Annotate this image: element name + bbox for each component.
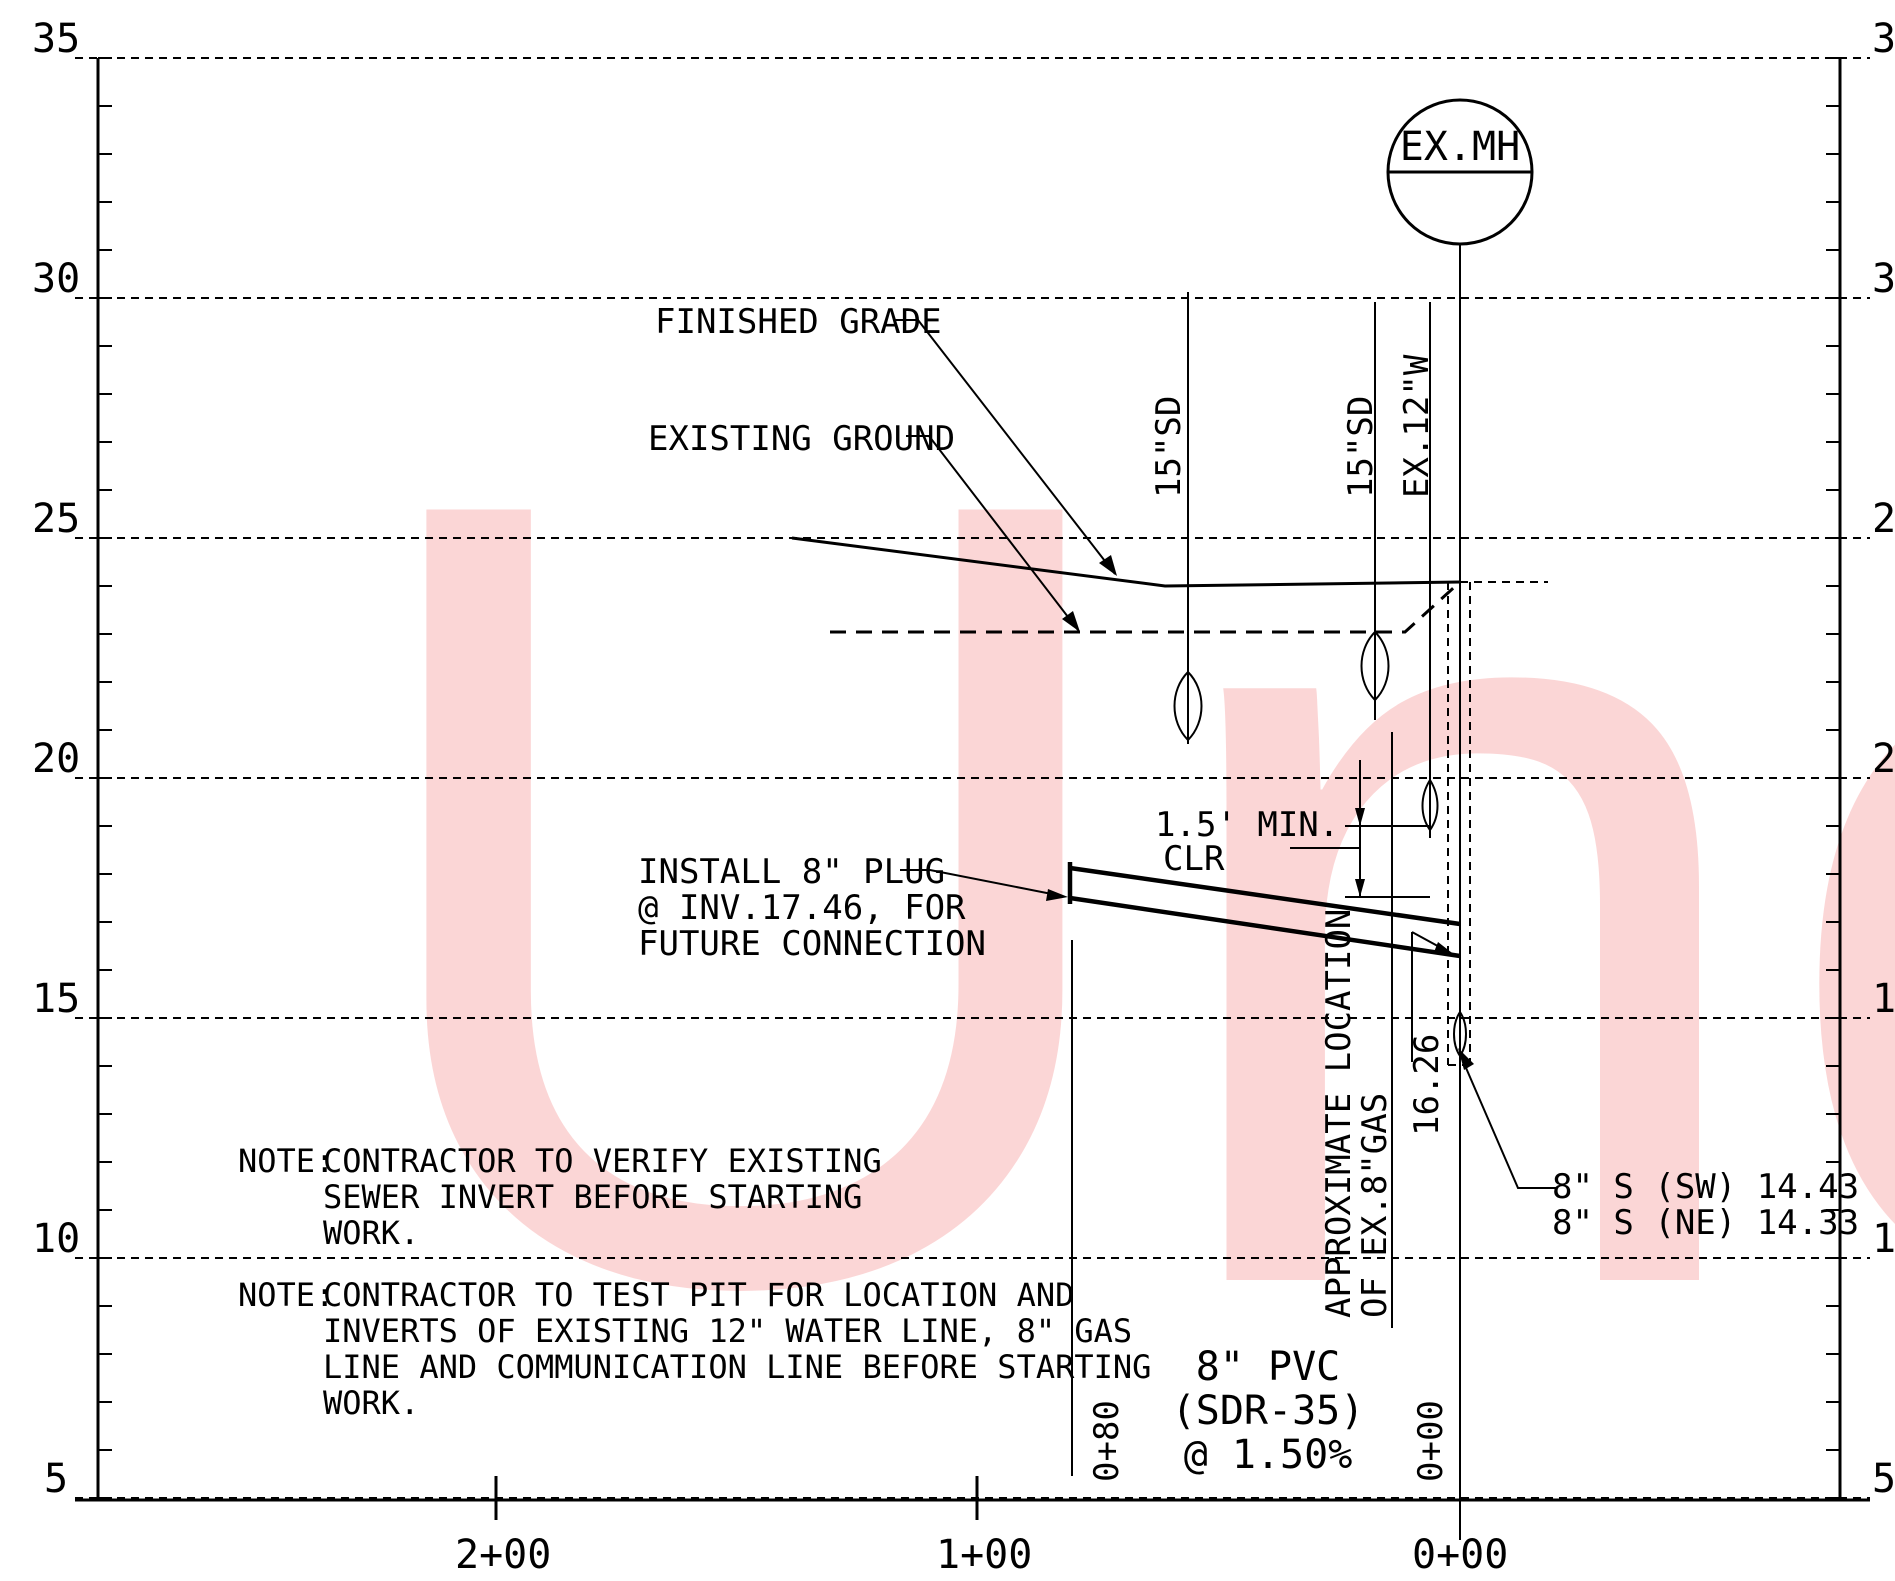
clearance-arrow-top bbox=[1355, 808, 1365, 826]
existing-inverts-callout: 8" S (SW) 14.43 8" S (NE) 14.33 bbox=[1458, 1048, 1859, 1243]
sd1-pipe-ellipse bbox=[1173, 670, 1203, 742]
sd1-label: 15"SD bbox=[1149, 396, 1189, 498]
note-1-prefix: NOTE: bbox=[238, 1142, 334, 1180]
invert-dim-arrow bbox=[1434, 942, 1456, 956]
elevation-grid bbox=[75, 57, 1870, 1499]
inverts-arrowhead bbox=[1458, 1048, 1474, 1070]
note-1-line1: CONTRACTOR TO VERIFY EXISTING bbox=[323, 1142, 882, 1180]
elev-label-10: 10 bbox=[32, 1216, 80, 1262]
plug-label-line3: FUTURE CONNECTION bbox=[638, 924, 986, 964]
invert-dimension: 16.26 bbox=[1407, 931, 1457, 1136]
pipe-spec-line2: (SDR-35) bbox=[1172, 1388, 1365, 1434]
water-label: EX.12"W bbox=[1397, 354, 1437, 498]
note-2-line2: INVERTS OF EXISTING 12" WATER LINE, 8" G… bbox=[323, 1312, 1132, 1350]
water-pipe-ellipse bbox=[1421, 778, 1439, 832]
manhole-label: EX.MH bbox=[1400, 124, 1520, 170]
clearance-dimension: 1.5' MIN. CLR bbox=[1155, 760, 1430, 898]
clearance-label-line1: 1.5' MIN. bbox=[1155, 805, 1339, 845]
pipe-bottom-line bbox=[1069, 895, 1461, 959]
right-elev-label-20: 2 bbox=[1872, 736, 1895, 782]
finished-grade-arrowhead bbox=[1099, 555, 1117, 576]
pipe-top-line bbox=[1069, 865, 1461, 927]
right-elev-label-25: 2 bbox=[1872, 496, 1895, 542]
note-2-line1: CONTRACTOR TO TEST PIT FOR LOCATION AND bbox=[323, 1276, 1074, 1314]
plug-label-line2: @ INV.17.46, FOR bbox=[638, 888, 966, 928]
sd2-pipe-ellipse bbox=[1360, 630, 1390, 702]
right-elev-label-5: 5 bbox=[1872, 1456, 1895, 1502]
note-2-line4: WORK. bbox=[323, 1384, 419, 1422]
existing-ground-label: EXISTING GROUND bbox=[648, 419, 955, 459]
watermark: Unc bbox=[340, 267, 1895, 1518]
existing-ground: EXISTING GROUND bbox=[648, 419, 1462, 634]
note-2-line3: LINE AND COMMUNICATION LINE BEFORE START… bbox=[323, 1348, 1151, 1386]
water-line-crossing: EX.12"W bbox=[1397, 302, 1439, 838]
sd2-label: 15"SD bbox=[1341, 396, 1381, 498]
plug-label-line1: INSTALL 8" PLUG bbox=[638, 852, 945, 892]
pipe-spec: 8" PVC (SDR-35) @ 1.50% bbox=[1172, 1344, 1365, 1478]
finished-grade-label: FINISHED GRADE bbox=[655, 302, 942, 342]
proposed-sewer-pipe: 0+80 bbox=[1067, 862, 1461, 1482]
elev-label-25: 25 bbox=[32, 496, 80, 542]
existing-ground-leader bbox=[906, 435, 1079, 631]
clearance-label-line2: CLR bbox=[1163, 839, 1225, 879]
right-elev-label-30: 3 bbox=[1872, 256, 1895, 302]
pipe-spec-line3: @ 1.50% bbox=[1184, 1432, 1353, 1478]
existing-ground-line bbox=[830, 580, 1462, 634]
inverts-leader bbox=[1459, 1053, 1556, 1189]
elev-label-20: 20 bbox=[32, 736, 80, 782]
station-000-label: 0+00 bbox=[1411, 1400, 1451, 1482]
finished-grade-line bbox=[791, 536, 1461, 588]
existing-ground-arrowhead bbox=[1062, 611, 1080, 632]
right-elev-label-15: 1 bbox=[1872, 976, 1895, 1022]
station-label-200: 2+00 bbox=[455, 1532, 551, 1578]
right-elev-label-35: 3 bbox=[1872, 16, 1895, 62]
note-2: NOTE: CONTRACTOR TO TEST PIT FOR LOCATIO… bbox=[238, 1276, 1151, 1422]
gas-line-crossing: APPROXIMATE LOCATION OF EX.8"GAS bbox=[1319, 732, 1395, 1328]
pipe-spec-line1: 8" PVC bbox=[1196, 1344, 1341, 1390]
elevation-labels-right: 3 3 2 2 1 1 5 bbox=[1872, 16, 1895, 1502]
note-1-line2: SEWER INVERT BEFORE STARTING bbox=[323, 1178, 862, 1216]
finished-grade-leader bbox=[895, 319, 1116, 575]
elev-label-15: 15 bbox=[32, 976, 80, 1022]
note-1-line3: WORK. bbox=[323, 1214, 419, 1252]
storm-drain-crossing-2: 15"SD bbox=[1341, 302, 1390, 720]
elev-label-35: 35 bbox=[32, 16, 80, 62]
plug-callout: INSTALL 8" PLUG @ INV.17.46, FOR FUTURE … bbox=[638, 852, 1068, 964]
clearance-arrow-bottom bbox=[1355, 879, 1365, 897]
finished-grade: FINISHED GRADE bbox=[655, 302, 1548, 588]
station-080-label: 0+80 bbox=[1087, 1400, 1127, 1482]
note-2-prefix: NOTE: bbox=[238, 1276, 334, 1314]
gas-label-line2: OF EX.8"GAS bbox=[1355, 1093, 1395, 1318]
station-000-callout: 0+00 bbox=[1411, 1400, 1451, 1482]
existing-manhole: EX.MH bbox=[1386, 98, 1534, 1540]
plug-leader bbox=[900, 869, 1063, 897]
note-1: NOTE: CONTRACTOR TO VERIFY EXISTING SEWE… bbox=[238, 1142, 882, 1252]
station-label-100: 1+00 bbox=[936, 1532, 1032, 1578]
invert-ne-label: 8" S (NE) 14.33 bbox=[1552, 1203, 1859, 1243]
right-elev-label-10: 1 bbox=[1872, 1216, 1895, 1262]
storm-drain-crossing-1: 15"SD bbox=[1149, 292, 1203, 744]
watermark-text: Unc bbox=[340, 267, 1895, 1518]
elev-label-5: 5 bbox=[44, 1456, 68, 1502]
elevation-labels-left: 35 30 25 20 15 10 5 bbox=[32, 16, 80, 1502]
plug-arrowhead bbox=[1046, 889, 1068, 901]
gas-label-line1: APPROXIMATE LOCATION bbox=[1319, 909, 1359, 1318]
invert-sw-label: 8" S (SW) 14.43 bbox=[1552, 1167, 1859, 1207]
invert-dim-label: 16.26 bbox=[1407, 1034, 1447, 1136]
elev-label-30: 30 bbox=[32, 256, 80, 302]
